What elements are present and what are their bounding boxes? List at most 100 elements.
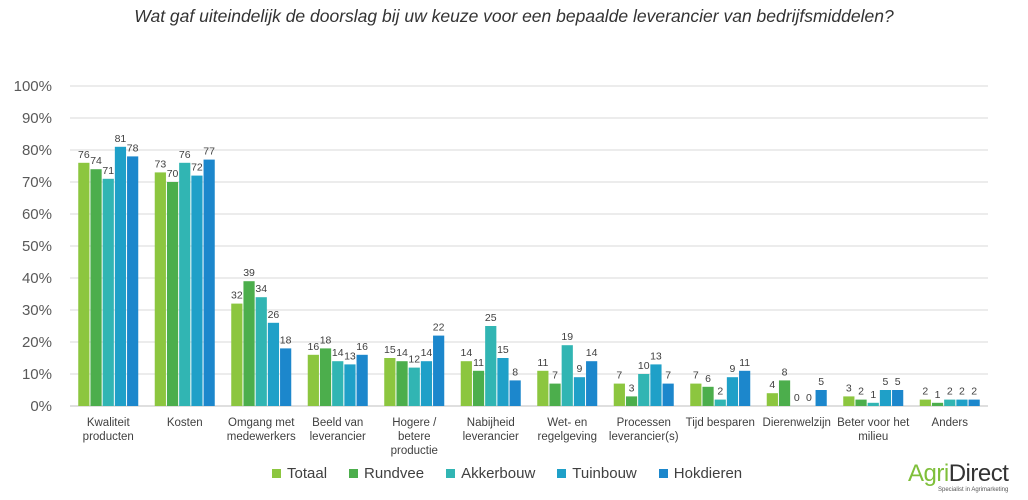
- category-label: Wet- en regelgeving: [538, 417, 597, 443]
- data-label: 70: [167, 168, 179, 180]
- bar: [956, 399, 968, 406]
- data-label: 5: [818, 376, 824, 388]
- bar: [191, 175, 203, 406]
- data-label: 0: [794, 392, 800, 404]
- data-label: 78: [127, 142, 139, 154]
- data-label: 11: [739, 357, 750, 369]
- category-label: Dierenwelzijn: [763, 417, 831, 429]
- legend-item-tuinbouw[interactable]: Tuinbouw: [557, 465, 637, 482]
- data-label: 7: [552, 370, 558, 382]
- data-label: 26: [268, 309, 280, 321]
- bar: [384, 358, 396, 406]
- y-tick-label: 70%: [22, 174, 52, 191]
- data-label: 5: [895, 376, 901, 388]
- bar: [739, 370, 751, 406]
- y-tick-label: 50%: [22, 238, 52, 255]
- category-label: Processen leverancier(s): [609, 417, 679, 443]
- bar: [892, 390, 904, 406]
- bar-chart: 0%10%20%30%40%50%60%70%80%90%100% 767471…: [14, 78, 988, 457]
- y-tick-label: 0%: [30, 398, 52, 415]
- bar: [509, 380, 521, 406]
- data-label: 5: [883, 376, 889, 388]
- legend-item-akkerbouw[interactable]: Akkerbouw: [446, 465, 535, 482]
- data-label: 15: [497, 344, 509, 356]
- legend-label: Tuinbouw: [572, 465, 637, 482]
- category-label: Hogere / betere productie: [391, 417, 438, 457]
- bar: [472, 370, 485, 406]
- bar: [460, 361, 472, 406]
- category-label: Nabijheid leverancier: [463, 417, 519, 443]
- legend-item-totaal[interactable]: Totaal: [272, 465, 327, 482]
- bar: [625, 396, 638, 406]
- y-tick-label: 20%: [22, 334, 52, 351]
- bar: [662, 383, 674, 406]
- agridirect-logo: AgriDirect Specialist in Agrimarketing: [908, 460, 1009, 494]
- data-label: 9: [730, 363, 736, 375]
- data-label: 18: [280, 334, 292, 346]
- category-label: Omgang met medewerkers: [227, 417, 296, 443]
- data-label: 72: [191, 162, 203, 174]
- y-tick-label: 10%: [22, 366, 52, 383]
- bar: [843, 396, 855, 406]
- data-label: 11: [473, 357, 484, 369]
- y-tick-label: 40%: [22, 270, 52, 287]
- bar: [396, 361, 408, 406]
- bar: [203, 159, 215, 406]
- legend-item-rundvee[interactable]: Rundvee: [349, 465, 424, 482]
- data-label: 8: [782, 366, 788, 378]
- bar: [766, 393, 778, 406]
- bar: [420, 361, 433, 406]
- data-label: 15: [384, 344, 396, 356]
- data-label: 34: [255, 283, 267, 295]
- data-label: 2: [858, 386, 864, 398]
- logo-direct: Direct: [948, 460, 1009, 487]
- data-label: 74: [90, 155, 102, 167]
- legend: Totaal Rundvee Akkerbouw Tuinbouw Hokdie…: [272, 465, 742, 482]
- bar: [231, 303, 243, 406]
- bar: [931, 402, 944, 406]
- bar: [280, 348, 292, 406]
- bar: [586, 361, 598, 406]
- bar: [267, 322, 280, 406]
- bar: [690, 383, 702, 406]
- data-label: 8: [512, 366, 518, 378]
- data-label: 7: [616, 370, 622, 382]
- bar: [549, 383, 561, 406]
- logo-tagline: Specialist in Agrimarketing: [937, 487, 1009, 493]
- data-label: 14: [421, 347, 433, 359]
- bar: [815, 390, 827, 406]
- y-tick-label: 90%: [22, 110, 52, 127]
- data-label: 32: [231, 290, 243, 302]
- legend-swatch: [446, 469, 456, 478]
- bar: [102, 178, 114, 406]
- bar: [344, 364, 356, 406]
- category-label: Beeld van leverancier: [310, 417, 366, 443]
- data-label: 2: [922, 386, 928, 398]
- data-label: 2: [971, 386, 977, 398]
- bar: [778, 380, 791, 406]
- bar: [319, 348, 332, 406]
- data-label: 14: [332, 347, 344, 359]
- bar: [497, 358, 509, 406]
- data-label: 76: [179, 149, 191, 161]
- bar: [650, 364, 662, 406]
- data-label: 2: [959, 386, 965, 398]
- logo-agri: Agri: [908, 460, 949, 487]
- data-label: 77: [203, 146, 215, 158]
- bar: [855, 399, 867, 406]
- bar: [433, 335, 445, 406]
- bar: [879, 390, 892, 406]
- legend-item-hokdieren[interactable]: Hokdieren: [658, 465, 742, 482]
- chart-title: Wat gaf uiteindelijk de doorslag bij uw …: [134, 6, 894, 26]
- bar: [485, 326, 497, 406]
- bar: [968, 399, 980, 406]
- data-label: 13: [344, 350, 356, 362]
- category-label: Tijd besparen: [686, 417, 755, 429]
- data-label: 81: [115, 133, 127, 145]
- bar: [243, 281, 255, 406]
- legend-swatch: [658, 469, 668, 478]
- bar: [537, 370, 549, 406]
- bar: [90, 169, 102, 406]
- data-label: 1: [870, 389, 876, 401]
- data-label: 76: [78, 149, 90, 161]
